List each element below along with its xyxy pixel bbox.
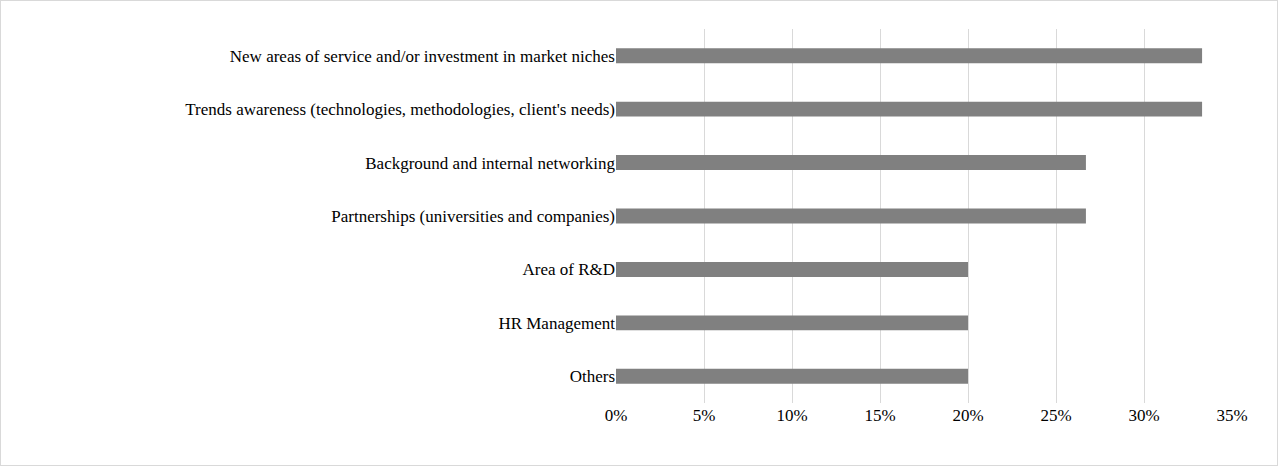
svg-text:Area of R&D: Area of R&D	[522, 260, 615, 279]
svg-text:15%: 15%	[864, 406, 895, 425]
svg-text:35%: 35%	[1216, 406, 1247, 425]
svg-text:Background and internal networ: Background and internal networking	[365, 154, 615, 173]
svg-text:Others: Others	[570, 367, 615, 386]
svg-text:5%: 5%	[693, 406, 716, 425]
svg-text:0%: 0%	[605, 406, 628, 425]
svg-text:Trends awareness (technologies: Trends awareness (technologies, methodol…	[185, 100, 615, 119]
svg-text:20%: 20%	[952, 406, 983, 425]
svg-text:25%: 25%	[1040, 406, 1071, 425]
svg-text:New areas of service and/or in: New areas of service and/or investment i…	[230, 47, 615, 66]
svg-text:Partnerships (universities and: Partnerships (universities and companies…	[331, 207, 615, 226]
svg-text:10%: 10%	[776, 406, 807, 425]
svg-text:HR Management: HR Management	[498, 314, 615, 333]
svg-text:30%: 30%	[1128, 406, 1159, 425]
